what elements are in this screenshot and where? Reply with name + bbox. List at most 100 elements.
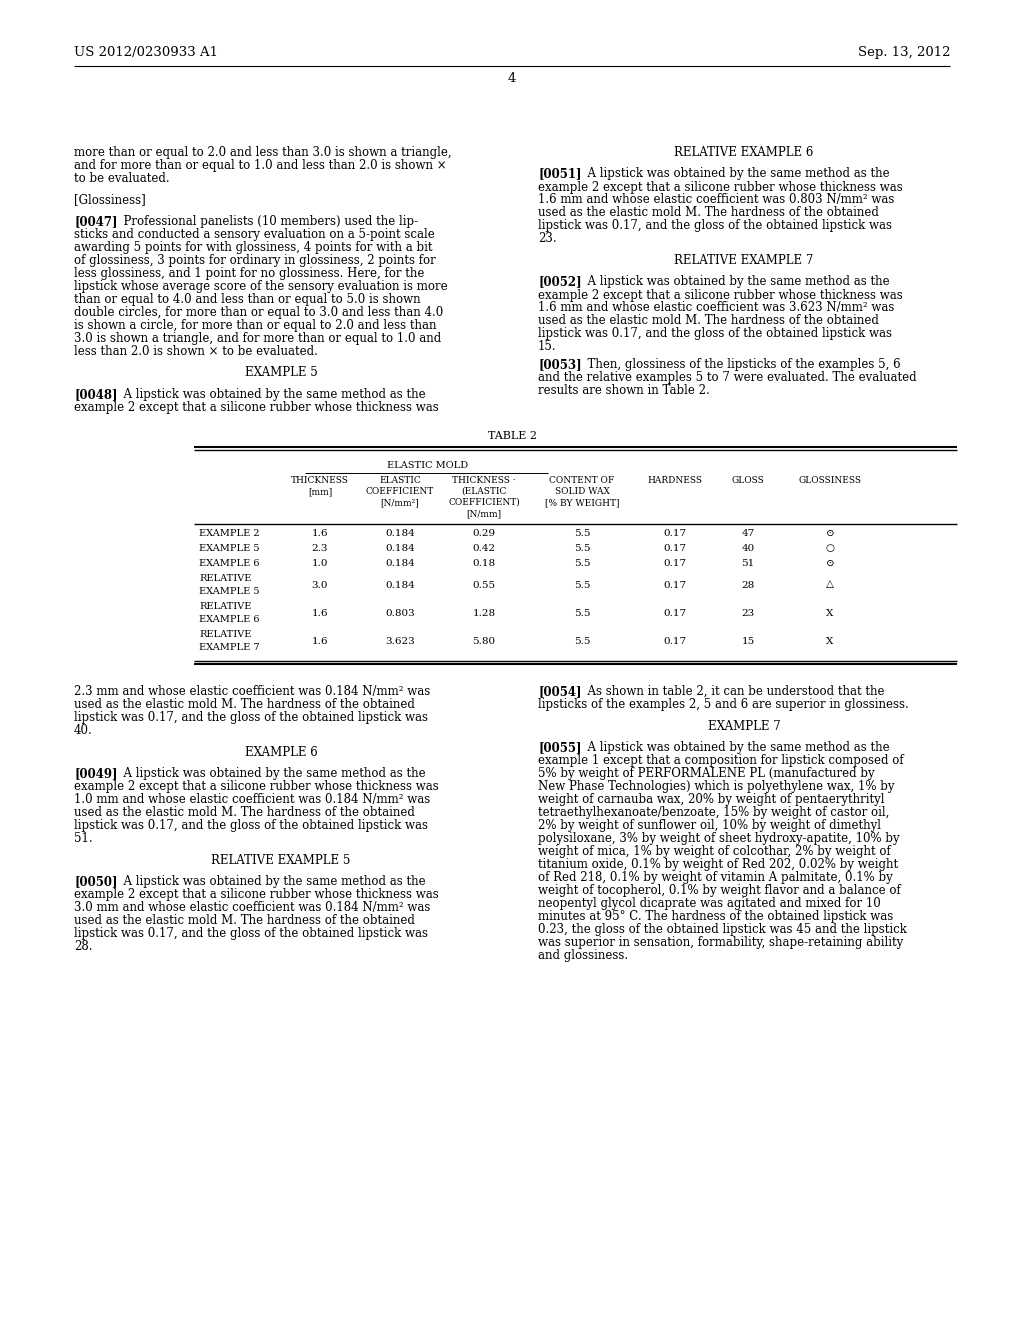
Text: 5.80: 5.80	[472, 636, 496, 645]
Text: (ELASTIC: (ELASTIC	[462, 487, 507, 496]
Text: [0048]: [0048]	[74, 388, 118, 401]
Text: EXAMPLE 5: EXAMPLE 5	[199, 587, 259, 597]
Text: EXAMPLE 2: EXAMPLE 2	[199, 529, 260, 539]
Text: 0.184: 0.184	[385, 558, 415, 568]
Text: THICKNESS: THICKNESS	[291, 477, 349, 484]
Text: A lipstick was obtained by the same method as the: A lipstick was obtained by the same meth…	[116, 767, 426, 780]
Text: 0.17: 0.17	[664, 558, 686, 568]
Text: X: X	[826, 609, 834, 618]
Text: ○: ○	[825, 544, 835, 553]
Text: [N/mm²]: [N/mm²]	[381, 498, 420, 507]
Text: [mm]: [mm]	[308, 487, 332, 496]
Text: Sep. 13, 2012: Sep. 13, 2012	[857, 46, 950, 59]
Text: 0.23, the gloss of the obtained lipstick was 45 and the lipstick: 0.23, the gloss of the obtained lipstick…	[538, 923, 907, 936]
Text: example 2 except that a silicone rubber whose thickness was: example 2 except that a silicone rubber …	[74, 401, 438, 414]
Text: [Glossiness]: [Glossiness]	[74, 194, 145, 206]
Text: polysiloxane, 3% by weight of sheet hydroxy-apatite, 10% by: polysiloxane, 3% by weight of sheet hydr…	[538, 832, 900, 845]
Text: 28: 28	[741, 581, 755, 590]
Text: 23: 23	[741, 609, 755, 618]
Text: △: △	[826, 581, 834, 590]
Text: lipstick whose average score of the sensory evaluation is more: lipstick whose average score of the sens…	[74, 280, 447, 293]
Text: Then, glossiness of the lipsticks of the examples 5, 6: Then, glossiness of the lipsticks of the…	[580, 358, 901, 371]
Text: 3.623: 3.623	[385, 636, 415, 645]
Text: [N/mm]: [N/mm]	[467, 510, 502, 517]
Text: used as the elastic mold M. The hardness of the obtained: used as the elastic mold M. The hardness…	[74, 807, 415, 818]
Text: 0.29: 0.29	[472, 529, 496, 539]
Text: [0055]: [0055]	[538, 741, 582, 754]
Text: A lipstick was obtained by the same method as the: A lipstick was obtained by the same meth…	[116, 875, 426, 888]
Text: 40: 40	[741, 544, 755, 553]
Text: used as the elastic mold M. The hardness of the obtained: used as the elastic mold M. The hardness…	[538, 314, 879, 327]
Text: of Red 218, 0.1% by weight of vitamin A palmitate, 0.1% by: of Red 218, 0.1% by weight of vitamin A …	[538, 871, 893, 884]
Text: titanium oxide, 0.1% by weight of Red 202, 0.02% by weight: titanium oxide, 0.1% by weight of Red 20…	[538, 858, 898, 871]
Text: lipstick was 0.17, and the gloss of the obtained lipstick was: lipstick was 0.17, and the gloss of the …	[538, 327, 892, 341]
Text: 0.18: 0.18	[472, 558, 496, 568]
Text: New Phase Technologies) which is polyethylene wax, 1% by: New Phase Technologies) which is polyeth…	[538, 780, 895, 793]
Text: ⊙: ⊙	[825, 558, 835, 568]
Text: [0053]: [0053]	[538, 358, 582, 371]
Text: 4: 4	[508, 73, 516, 84]
Text: lipstick was 0.17, and the gloss of the obtained lipstick was: lipstick was 0.17, and the gloss of the …	[74, 818, 428, 832]
Text: 2.3: 2.3	[311, 544, 329, 553]
Text: EXAMPLE 6: EXAMPLE 6	[199, 615, 259, 624]
Text: [0051]: [0051]	[538, 168, 582, 181]
Text: lipstick was 0.17, and the gloss of the obtained lipstick was: lipstick was 0.17, and the gloss of the …	[74, 927, 428, 940]
Text: lipstick was 0.17, and the gloss of the obtained lipstick was: lipstick was 0.17, and the gloss of the …	[538, 219, 892, 232]
Text: 1.0: 1.0	[311, 558, 329, 568]
Text: GLOSS: GLOSS	[731, 477, 764, 484]
Text: 2% by weight of sunflower oil, 10% by weight of dimethyl: 2% by weight of sunflower oil, 10% by we…	[538, 818, 881, 832]
Text: EXAMPLE 7: EXAMPLE 7	[199, 643, 260, 652]
Text: used as the elastic mold M. The hardness of the obtained: used as the elastic mold M. The hardness…	[74, 913, 415, 927]
Text: THICKNESS ·: THICKNESS ·	[453, 477, 516, 484]
Text: 0.17: 0.17	[664, 544, 686, 553]
Text: 51: 51	[741, 558, 755, 568]
Text: example 2 except that a silicone rubber whose thickness was: example 2 except that a silicone rubber …	[74, 888, 438, 902]
Text: 0.184: 0.184	[385, 544, 415, 553]
Text: RELATIVE EXAMPLE 5: RELATIVE EXAMPLE 5	[211, 854, 350, 866]
Text: 5.5: 5.5	[573, 636, 590, 645]
Text: 1.6: 1.6	[311, 609, 329, 618]
Text: Professional panelists (10 members) used the lip-: Professional panelists (10 members) used…	[116, 215, 418, 228]
Text: 28.: 28.	[74, 940, 92, 953]
Text: minutes at 95° C. The hardness of the obtained lipstick was: minutes at 95° C. The hardness of the ob…	[538, 909, 893, 923]
Text: RELATIVE: RELATIVE	[199, 630, 251, 639]
Text: ELASTIC MOLD: ELASTIC MOLD	[387, 461, 468, 470]
Text: 1.0 mm and whose elastic coefficient was 0.184 N/mm² was: 1.0 mm and whose elastic coefficient was…	[74, 793, 430, 807]
Text: ELASTIC: ELASTIC	[379, 477, 421, 484]
Text: 0.17: 0.17	[664, 609, 686, 618]
Text: example 2 except that a silicone rubber whose thickness was: example 2 except that a silicone rubber …	[538, 289, 903, 301]
Text: EXAMPLE 5: EXAMPLE 5	[199, 544, 259, 553]
Text: RELATIVE EXAMPLE 6: RELATIVE EXAMPLE 6	[675, 147, 814, 158]
Text: [0050]: [0050]	[74, 875, 118, 888]
Text: 40.: 40.	[74, 723, 93, 737]
Text: 3.0 mm and whose elastic coefficient was 0.184 N/mm² was: 3.0 mm and whose elastic coefficient was…	[74, 902, 430, 913]
Text: EXAMPLE 5: EXAMPLE 5	[245, 367, 317, 380]
Text: HARDNESS: HARDNESS	[647, 477, 702, 484]
Text: ⊙: ⊙	[825, 529, 835, 539]
Text: [0049]: [0049]	[74, 767, 118, 780]
Text: is shown a circle, for more than or equal to 2.0 and less than: is shown a circle, for more than or equa…	[74, 319, 436, 333]
Text: 3.0: 3.0	[311, 581, 329, 590]
Text: example 2 except that a silicone rubber whose thickness was: example 2 except that a silicone rubber …	[538, 181, 903, 194]
Text: EXAMPLE 6: EXAMPLE 6	[199, 558, 259, 568]
Text: TABLE 2: TABLE 2	[487, 432, 537, 441]
Text: and for more than or equal to 1.0 and less than 2.0 is shown ×: and for more than or equal to 1.0 and le…	[74, 158, 446, 172]
Text: awarding 5 points for with glossiness, 4 points for with a bit: awarding 5 points for with glossiness, 4…	[74, 242, 432, 253]
Text: 1.6: 1.6	[311, 636, 329, 645]
Text: and the relative examples 5 to 7 were evaluated. The evaluated: and the relative examples 5 to 7 were ev…	[538, 371, 916, 384]
Text: 5% by weight of PERFORMALENE PL (manufactured by: 5% by weight of PERFORMALENE PL (manufac…	[538, 767, 874, 780]
Text: example 2 except that a silicone rubber whose thickness was: example 2 except that a silicone rubber …	[74, 780, 438, 793]
Text: 47: 47	[741, 529, 755, 539]
Text: 15.: 15.	[538, 341, 557, 354]
Text: 0.17: 0.17	[664, 529, 686, 539]
Text: 0.184: 0.184	[385, 581, 415, 590]
Text: double circles, for more than or equal to 3.0 and less than 4.0: double circles, for more than or equal t…	[74, 306, 443, 319]
Text: lipstick was 0.17, and the gloss of the obtained lipstick was: lipstick was 0.17, and the gloss of the …	[74, 711, 428, 723]
Text: of glossiness, 3 points for ordinary in glossiness, 2 points for: of glossiness, 3 points for ordinary in …	[74, 253, 436, 267]
Text: tetraethylhexanoate/benzoate, 15% by weight of castor oil,: tetraethylhexanoate/benzoate, 15% by wei…	[538, 807, 890, 818]
Text: 5.5: 5.5	[573, 529, 590, 539]
Text: example 1 except that a composition for lipstick composed of: example 1 except that a composition for …	[538, 754, 903, 767]
Text: results are shown in Table 2.: results are shown in Table 2.	[538, 384, 710, 397]
Text: GLOSSINESS: GLOSSINESS	[799, 477, 861, 484]
Text: lipsticks of the examples 2, 5 and 6 are superior in glossiness.: lipsticks of the examples 2, 5 and 6 are…	[538, 698, 908, 711]
